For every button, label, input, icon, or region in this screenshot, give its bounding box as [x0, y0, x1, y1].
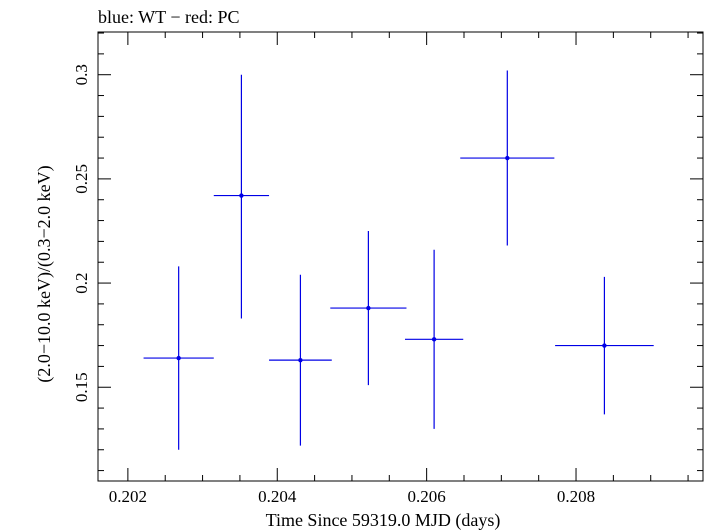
x-tick-label: 0.204	[258, 487, 297, 506]
data-marker	[239, 193, 244, 198]
data-marker	[366, 305, 371, 311]
y-tick-label: 0.15	[72, 372, 91, 402]
y-tick-label: 0.25	[72, 164, 91, 194]
data-marker	[602, 343, 607, 348]
data-marker	[176, 355, 181, 361]
x-axis-label: Time Since 59319.0 MJD (days)	[266, 510, 501, 531]
data-marker	[431, 337, 437, 342]
data-point	[269, 274, 332, 446]
x-tick-label: 0.208	[557, 487, 595, 506]
data-series	[143, 70, 654, 450]
data-point	[213, 74, 270, 319]
x-tick-label: 0.206	[408, 487, 446, 506]
axis-tick-labels: 0.202 0.204 0.206 0.208 0.15 0.2 0.25 0.3	[72, 64, 595, 506]
data-point	[330, 230, 407, 386]
data-point	[404, 249, 464, 429]
data-marker	[505, 155, 510, 161]
axis-ticks	[98, 32, 703, 481]
y-axis-label: (2.0−10.0 keV)/(0.3−2.0 keV)	[34, 165, 55, 382]
data-point	[143, 266, 214, 450]
data-point	[555, 276, 654, 415]
x-tick-label: 0.202	[109, 487, 147, 506]
data-point	[460, 70, 555, 246]
y-tick-label: 0.3	[72, 64, 91, 85]
chart-title: blue: WT − red: PC	[98, 7, 239, 27]
plot-frame	[97, 31, 704, 482]
y-tick-label: 0.2	[72, 272, 91, 293]
data-marker	[298, 357, 303, 363]
